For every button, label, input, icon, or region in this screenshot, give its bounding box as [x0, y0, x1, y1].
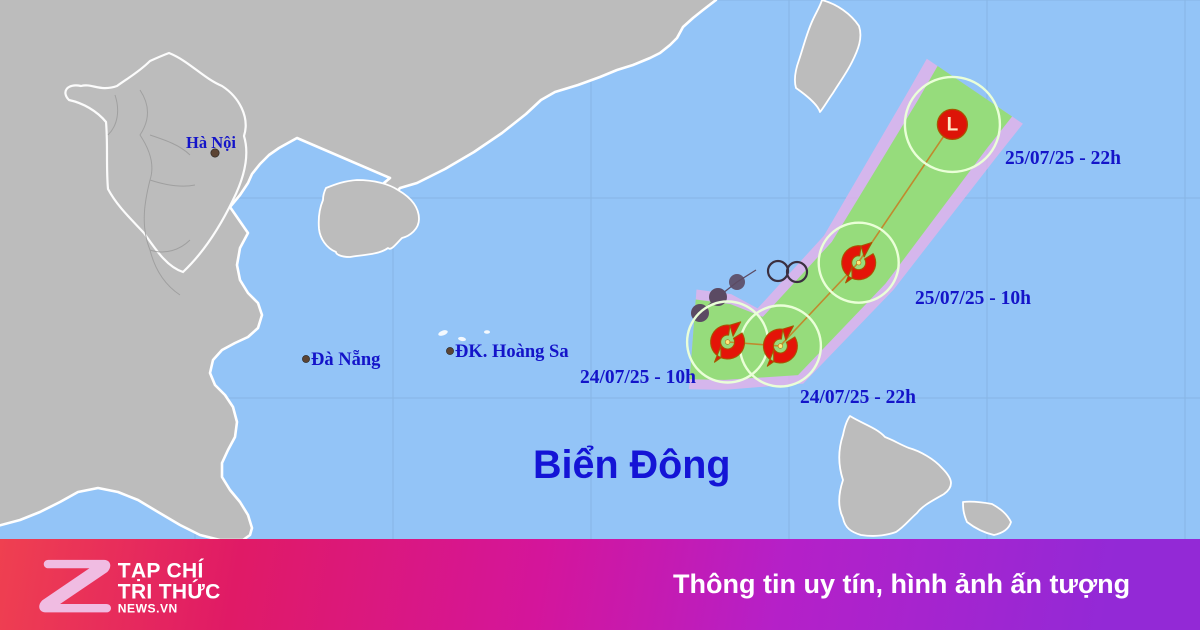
svg-text:Biển Đông: Biển Đông	[533, 443, 730, 487]
svg-text:ĐK. Hoàng Sa: ĐK. Hoàng Sa	[455, 342, 569, 362]
svg-text:25/07/25 - 22h: 25/07/25 - 22h	[1005, 148, 1121, 169]
svg-text:L: L	[947, 115, 959, 136]
svg-text:24/07/25 - 10h: 24/07/25 - 10h	[580, 367, 696, 388]
svg-text:24/07/25 - 22h: 24/07/25 - 22h	[800, 387, 916, 408]
svg-text:TẠP CHÍ: TẠP CHÍ	[118, 560, 205, 583]
svg-text:25/07/25 - 10h: 25/07/25 - 10h	[915, 288, 1031, 309]
svg-text:Hà Nội: Hà Nội	[186, 133, 236, 152]
svg-text:NEWS.VN: NEWS.VN	[118, 601, 178, 615]
svg-text:Đà Nẵng: Đà Nẵng	[311, 350, 381, 370]
svg-text:TRI THỨC: TRI THỨC	[118, 580, 221, 604]
